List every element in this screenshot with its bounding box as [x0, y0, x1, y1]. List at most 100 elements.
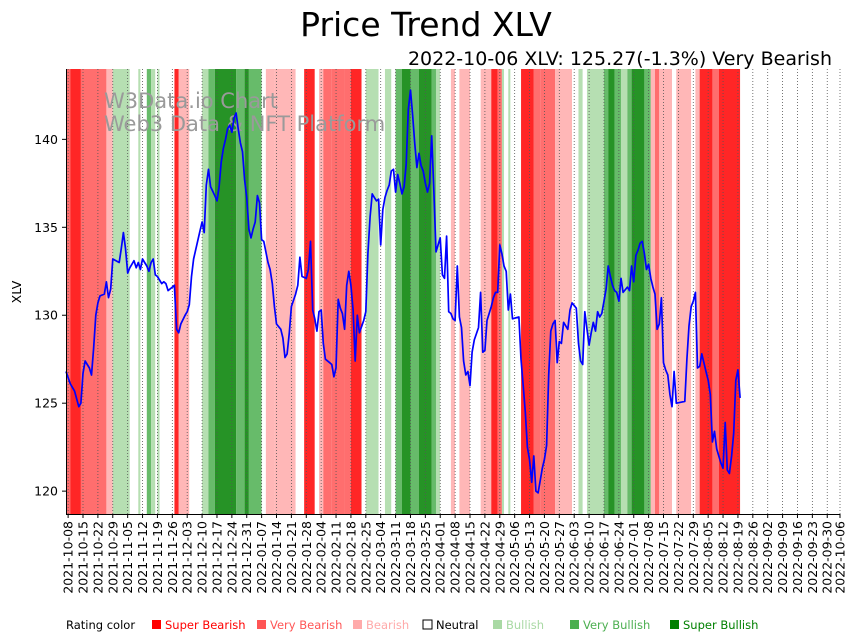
rating-band-neutral [129, 69, 139, 514]
rating-band-very-bearish [533, 69, 541, 514]
x-tick-label: 2022-01-14 [269, 521, 284, 594]
x-tick-label: 2022-01-07 [254, 521, 269, 594]
x-tick-label: 2022-06-17 [596, 521, 611, 594]
x-tick-label: 2021-12-31 [239, 521, 254, 594]
rating-band-bullish [384, 69, 392, 514]
x-tick-label: 2022-05-13 [522, 521, 537, 594]
x-tick-label: 2022-07-29 [686, 521, 701, 594]
rating-band-neutral [672, 69, 677, 514]
x-tick-label: 2022-07-22 [671, 521, 686, 594]
chart-subtitle: 2022-10-06 XLV: 125.27(-1.3%) Very Beari… [408, 48, 832, 70]
rating-band-very-bearish [712, 69, 719, 514]
rating-band-very-bullish [248, 69, 262, 514]
chart-title: Price Trend XLV [300, 5, 552, 44]
rating-band-bearish [659, 69, 673, 514]
x-tick-label: 2022-02-18 [343, 521, 358, 594]
x-tick-label: 2022-08-19 [730, 521, 745, 594]
rating-band-bullish [508, 69, 511, 514]
rating-band-very-bullish [644, 69, 651, 514]
x-tick-label: 2022-09-23 [805, 521, 820, 594]
legend-swatch [570, 620, 579, 629]
x-tick-label: 2022-03-11 [388, 521, 403, 594]
legend-item-label: Very Bullish [583, 618, 650, 632]
legend-item-label: Very Bearish [270, 618, 342, 632]
x-tick-label: 2022-05-27 [552, 521, 567, 594]
x-tick-label: 2022-09-16 [790, 521, 805, 594]
x-tick-label: 2022-09-30 [820, 521, 835, 594]
x-tick-label: 2022-08-05 [701, 521, 716, 594]
rating-band-super-bearish [350, 69, 362, 514]
rating-band-bullish [435, 69, 441, 514]
price-line [65, 89, 741, 494]
rating-band-bearish [459, 69, 471, 514]
x-tick-label: 2021-11-19 [150, 521, 165, 594]
rating-band-bearish [274, 69, 296, 514]
legend-swatch [353, 620, 362, 629]
x-tick-label: 2022-09-09 [775, 521, 790, 594]
legend-item-label: Neutral [436, 618, 478, 632]
rating-band-very-bearish [540, 69, 556, 514]
rating-band-very-bearish [323, 69, 332, 514]
x-tick-label: 2022-08-26 [745, 521, 760, 594]
rating-band-bullish [112, 69, 130, 514]
rating-band-neutral [191, 69, 203, 514]
legend-label: Rating color [66, 618, 135, 632]
rating-band-very-bullish [146, 69, 152, 514]
rating-band-super-bearish [174, 69, 179, 514]
watermark: W3Data.io Chart Web3 Data & NFT Platform [104, 89, 385, 136]
x-tick-label: 2022-01-28 [299, 521, 314, 594]
rating-band-very-bullish [208, 69, 215, 514]
rating-band-super-bullish [401, 69, 411, 514]
rating-band-bullish [151, 69, 156, 514]
x-tick-label: 2022-07-15 [656, 521, 671, 594]
rating-band-bearish [178, 69, 190, 514]
rating-band-very-bearish [655, 69, 660, 514]
x-tick-label: 2021-10-15 [76, 521, 91, 594]
x-tick-label: 2021-11-05 [120, 521, 135, 594]
axes [66, 69, 840, 515]
x-tick-label: 2022-05-06 [507, 521, 522, 594]
rating-band-neutral [582, 69, 587, 514]
rating-band-bullish [157, 69, 160, 514]
y-tick-label: 135 [34, 220, 58, 235]
x-tick-label: 2022-02-11 [329, 521, 344, 594]
legend-item-label: Bullish [506, 618, 544, 632]
rating-band-bullish [586, 69, 604, 514]
x-tick-label: 2022-04-01 [433, 521, 448, 594]
rating-band-neutral [378, 69, 385, 514]
rating-band-very-bullish [627, 69, 632, 514]
rating-bands [66, 69, 841, 514]
legend-item-label: Bearish [366, 618, 409, 632]
price-series [65, 89, 741, 494]
x-tick-label: 2022-04-08 [448, 521, 463, 594]
rating-band-neutral [510, 69, 522, 514]
rating-band-bullish [202, 69, 209, 514]
rating-band-neutral [155, 69, 158, 514]
legend-swatch [152, 620, 161, 629]
watermark-line-2: Web3 Data & NFT Platform [104, 112, 385, 136]
legend-swatch [670, 620, 679, 629]
x-tick-label: 2022-06-10 [582, 521, 597, 594]
rating-band-very-bullish [431, 69, 436, 514]
x-tick-label: 2022-04-29 [492, 521, 507, 594]
x-tick-label: 2022-03-18 [403, 521, 418, 594]
x-tick-label: 2021-10-08 [61, 521, 76, 594]
rating-band-super-bearish [718, 69, 741, 514]
watermark-line-1: W3Data.io Chart [104, 89, 278, 113]
rating-band-bearish [450, 69, 456, 514]
y-tick-label: 130 [34, 308, 58, 323]
rating-band-super-bullish [608, 69, 615, 514]
rating-band-super-bullish [631, 69, 645, 514]
x-tick-label: 2021-11-26 [165, 521, 180, 594]
rating-band-neutral [295, 69, 305, 514]
x-tick-label: 2021-12-10 [195, 521, 210, 594]
rating-band-bullish [578, 69, 583, 514]
rating-band-neutral [361, 69, 366, 514]
x-tick-label: 2022-10-06 [833, 521, 848, 594]
legend-item-label: Super Bullish [683, 618, 758, 632]
rating-band-neutral [391, 69, 396, 514]
rating-band-very-bullish [395, 69, 402, 514]
rating-band-super-bearish [699, 69, 713, 514]
rating-band-bearish [650, 69, 656, 514]
